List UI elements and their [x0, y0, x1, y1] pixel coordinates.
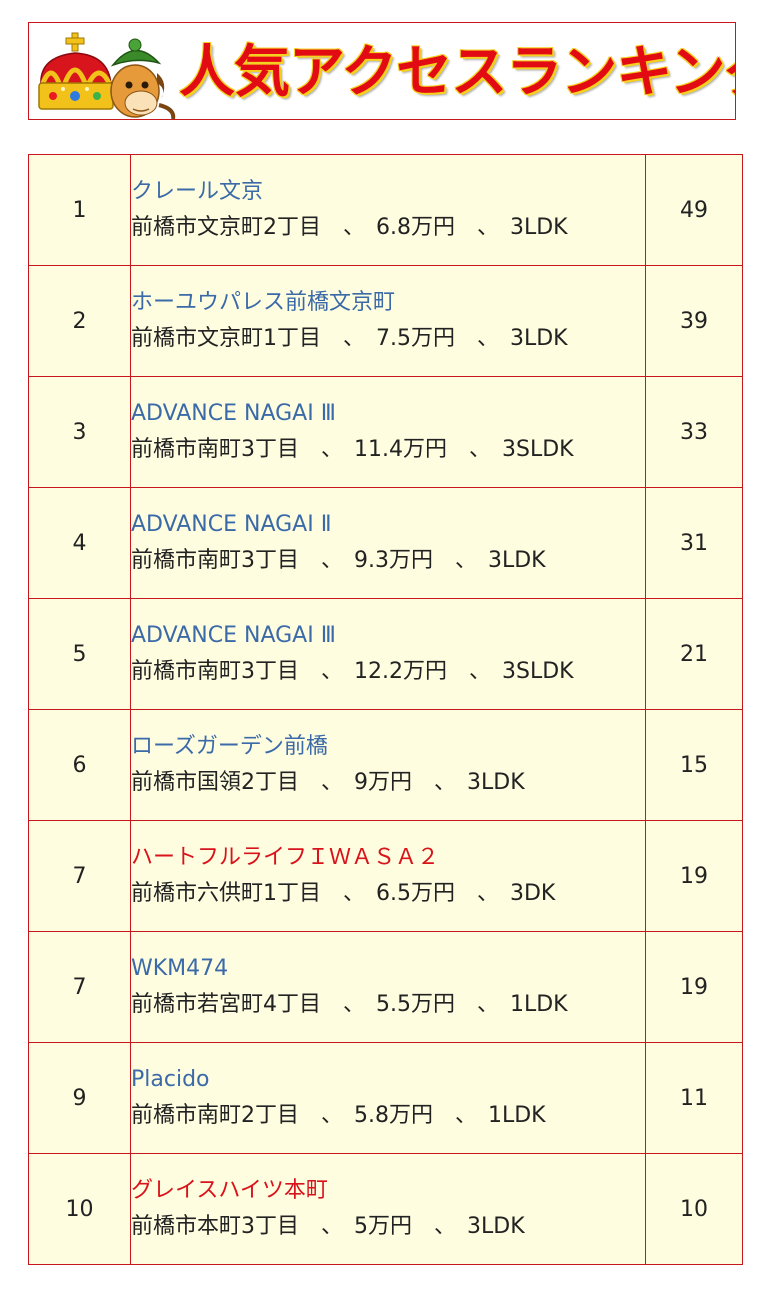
rank-number: 7 — [28, 931, 131, 1043]
table-row: 1 クレール文京 前橋市文京町2丁目 、 6.8万円 、 3LDK 49 — [28, 154, 743, 266]
property-info: クレール文京前橋市文京町2丁目 、 6.8万円 、 3LDK — [130, 154, 646, 266]
table-row: 2 ホーユウパレス前橋文京町 前橋市文京町1丁目 、 7.5万円 、 3LDK 39 — [28, 265, 743, 377]
property-detail: 前橋市南町3丁目 、 9.3万円 、 3LDK — [131, 548, 546, 573]
table-row: 4 ADVANCE NAGAI Ⅱ 前橋市南町3丁目 、 9.3万円 、 3LDK 3… — [28, 487, 743, 599]
property-detail: 前橋市文京町1丁目 、 7.5万円 、 3LDK — [131, 326, 568, 351]
access-count: 39 — [645, 265, 743, 377]
property-name-link[interactable]: グレイスハイツ本町 — [131, 1178, 328, 1203]
crown-icon — [38, 32, 114, 110]
ranking-table: 1 クレール文京 前橋市文京町2丁目 、 6.8万円 、 3LDK 49 2 ホーユウパレ… — [28, 154, 743, 1265]
access-count: 19 — [645, 931, 743, 1043]
property-name-link[interactable]: WKM474 — [131, 956, 229, 981]
property-info: Placido 前橋市南町2丁目 、 5.8万円 、 1LDK — [130, 1042, 646, 1154]
table-row: 6 ローズガーデン前橋 前橋市国領2丁目 、 9万円 、 3LDK 15 — [28, 709, 743, 821]
property-detail: 前橋市南町3丁目 、 11.4万円 、 3SLDK — [131, 437, 574, 462]
access-count: 21 — [645, 598, 743, 710]
access-count: 19 — [645, 820, 743, 932]
property-name-link[interactable]: ホーユウパレス前橋文京町 — [131, 290, 396, 315]
rank-number: 7 — [28, 820, 131, 932]
mascot-icon — [110, 38, 176, 119]
property-name-link[interactable]: ADVANCE NAGAI Ⅲ — [131, 401, 336, 426]
property-info: ADVANCE NAGAI Ⅲ 前橋市南町3丁目 、 11.4万円 、 3SLDK — [130, 376, 646, 488]
rank-number: 9 — [28, 1042, 131, 1154]
rank-number: 3 — [28, 376, 131, 488]
property-name-link[interactable]: ローズガーデン前橋 — [131, 734, 328, 759]
ranking-banner: 人気アクセスランキング — [28, 22, 736, 120]
access-count: 15 — [645, 709, 743, 821]
property-info: ADVANCE NAGAI Ⅲ 前橋市南町3丁目 、 12.2万円 、 3SLDK — [130, 598, 646, 710]
banner-title: 人気アクセスランキング — [179, 40, 736, 105]
property-info: ローズガーデン前橋前橋市国領2丁目 、 9万円 、 3LDK — [130, 709, 646, 821]
property-name-link[interactable]: Placido — [131, 1067, 210, 1092]
access-count: 31 — [645, 487, 743, 599]
property-name-link[interactable]: ADVANCE NAGAI Ⅱ — [131, 512, 332, 537]
property-name-link[interactable]: ハートフルライフＩＷＡＳＡ２ — [131, 845, 440, 870]
property-info: グレイスハイツ本町前橋市本町3丁目 、 5万円 、 3LDK — [130, 1153, 646, 1265]
table-row: 7 ハートフルライフＩＷＡＳＡ２ 前橋市六供町1丁目 、 6.5万円 、 3DK 19 — [28, 820, 743, 932]
rank-number: 4 — [28, 487, 131, 599]
rank-number: 5 — [28, 598, 131, 710]
table-row: 10 グレイスハイツ本町 前橋市本町3丁目 、 5万円 、 3LDK 10 — [28, 1153, 743, 1265]
property-detail: 前橋市六供町1丁目 、 6.5万円 、 3DK — [131, 881, 556, 906]
table-row: 7 WKM474 前橋市若宮町4丁目 、 5.5万円 、 1LDK 19 — [28, 931, 743, 1043]
property-detail: 前橋市国領2丁目 、 9万円 、 3LDK — [131, 770, 525, 795]
banner-illustration — [38, 32, 176, 119]
property-detail: 前橋市南町3丁目 、 12.2万円 、 3SLDK — [131, 659, 574, 684]
property-detail: 前橋市南町2丁目 、 5.8万円 、 1LDK — [131, 1103, 546, 1128]
property-info: WKM474 前橋市若宮町4丁目 、 5.5万円 、 1LDK — [130, 931, 646, 1043]
property-info: ホーユウパレス前橋文京町前橋市文京町1丁目 、 7.5万円 、 3LDK — [130, 265, 646, 377]
property-detail: 前橋市若宮町4丁目 、 5.5万円 、 1LDK — [131, 992, 568, 1017]
property-detail: 前橋市文京町2丁目 、 6.8万円 、 3LDK — [131, 215, 568, 240]
rank-number: 10 — [28, 1153, 131, 1265]
table-row: 5 ADVANCE NAGAI Ⅲ 前橋市南町3丁目 、 12.2万円 、 3SLD… — [28, 598, 743, 710]
access-count: 49 — [645, 154, 743, 266]
access-count: 11 — [645, 1042, 743, 1154]
access-count: 10 — [645, 1153, 743, 1265]
table-row: 9 Placido 前橋市南町2丁目 、 5.8万円 、 1LDK 11 — [28, 1042, 743, 1154]
table-row: 3 ADVANCE NAGAI Ⅲ 前橋市南町3丁目 、 11.4万円 、 3SLD… — [28, 376, 743, 488]
property-detail: 前橋市本町3丁目 、 5万円 、 3LDK — [131, 1214, 525, 1239]
access-count: 33 — [645, 376, 743, 488]
property-info: ADVANCE NAGAI Ⅱ 前橋市南町3丁目 、 9.3万円 、 3LDK — [130, 487, 646, 599]
rank-number: 1 — [28, 154, 131, 266]
property-name-link[interactable]: クレール文京 — [131, 179, 264, 204]
rank-number: 6 — [28, 709, 131, 821]
property-info: ハートフルライフＩＷＡＳＡ２ 前橋市六供町1丁目 、 6.5万円 、 3DK — [130, 820, 646, 932]
rank-number: 2 — [28, 265, 131, 377]
property-name-link[interactable]: ADVANCE NAGAI Ⅲ — [131, 623, 336, 648]
